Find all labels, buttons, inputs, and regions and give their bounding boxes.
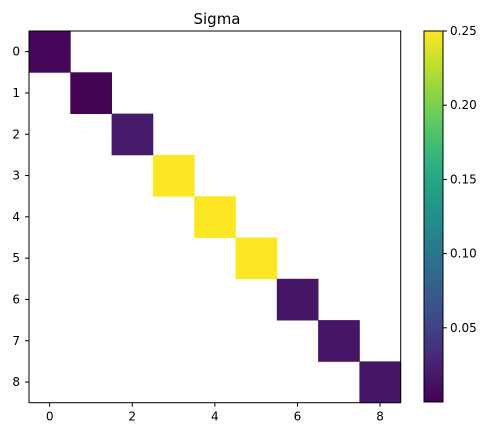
colorbar-tick-label: 0.20 <box>450 98 477 112</box>
y-tick-label: 5 <box>12 251 20 265</box>
y-tick-label: 2 <box>12 127 20 141</box>
x-tick-label: 6 <box>294 410 302 424</box>
x-tick-label: 4 <box>211 410 219 424</box>
x-tick-label: 8 <box>376 410 384 424</box>
y-tick-label: 1 <box>12 86 20 100</box>
x-tick-label: 2 <box>128 410 136 424</box>
colorbar-tick-label: 0.05 <box>450 321 477 335</box>
colorbar: 0.05 0.10 0.15 0.20 0.25 <box>423 24 477 403</box>
y-tick-label: 3 <box>12 169 20 183</box>
colorbar-tick-label: 0.15 <box>450 172 477 186</box>
colorbar-tick-label: 0.10 <box>450 247 477 261</box>
y-tick-label: 6 <box>12 292 20 306</box>
y-tick-label: 4 <box>12 210 20 224</box>
heatmap-cell <box>70 72 112 114</box>
heatmap-cell <box>276 278 319 321</box>
colorbar-tick-label: 0.25 <box>450 24 477 38</box>
y-tick-label: 7 <box>12 334 20 348</box>
x-tick-label: 0 <box>46 410 54 424</box>
chart-title: Sigma <box>193 10 240 28</box>
heatmap-cell <box>111 113 154 156</box>
y-tick-label: 8 <box>12 375 20 389</box>
heatmap-cell <box>359 361 402 404</box>
plot-area: 0 2 4 6 8 0 1 2 3 4 5 6 7 8 <box>12 30 402 424</box>
heatmap-cell <box>235 237 278 280</box>
heatmap-cell <box>29 31 71 73</box>
heatmap-cell <box>152 154 195 197</box>
colorbar-gradient <box>423 30 444 403</box>
heatmap-cell <box>194 196 236 238</box>
y-tick-label: 0 <box>12 45 20 59</box>
heatmap-cell <box>318 320 360 362</box>
